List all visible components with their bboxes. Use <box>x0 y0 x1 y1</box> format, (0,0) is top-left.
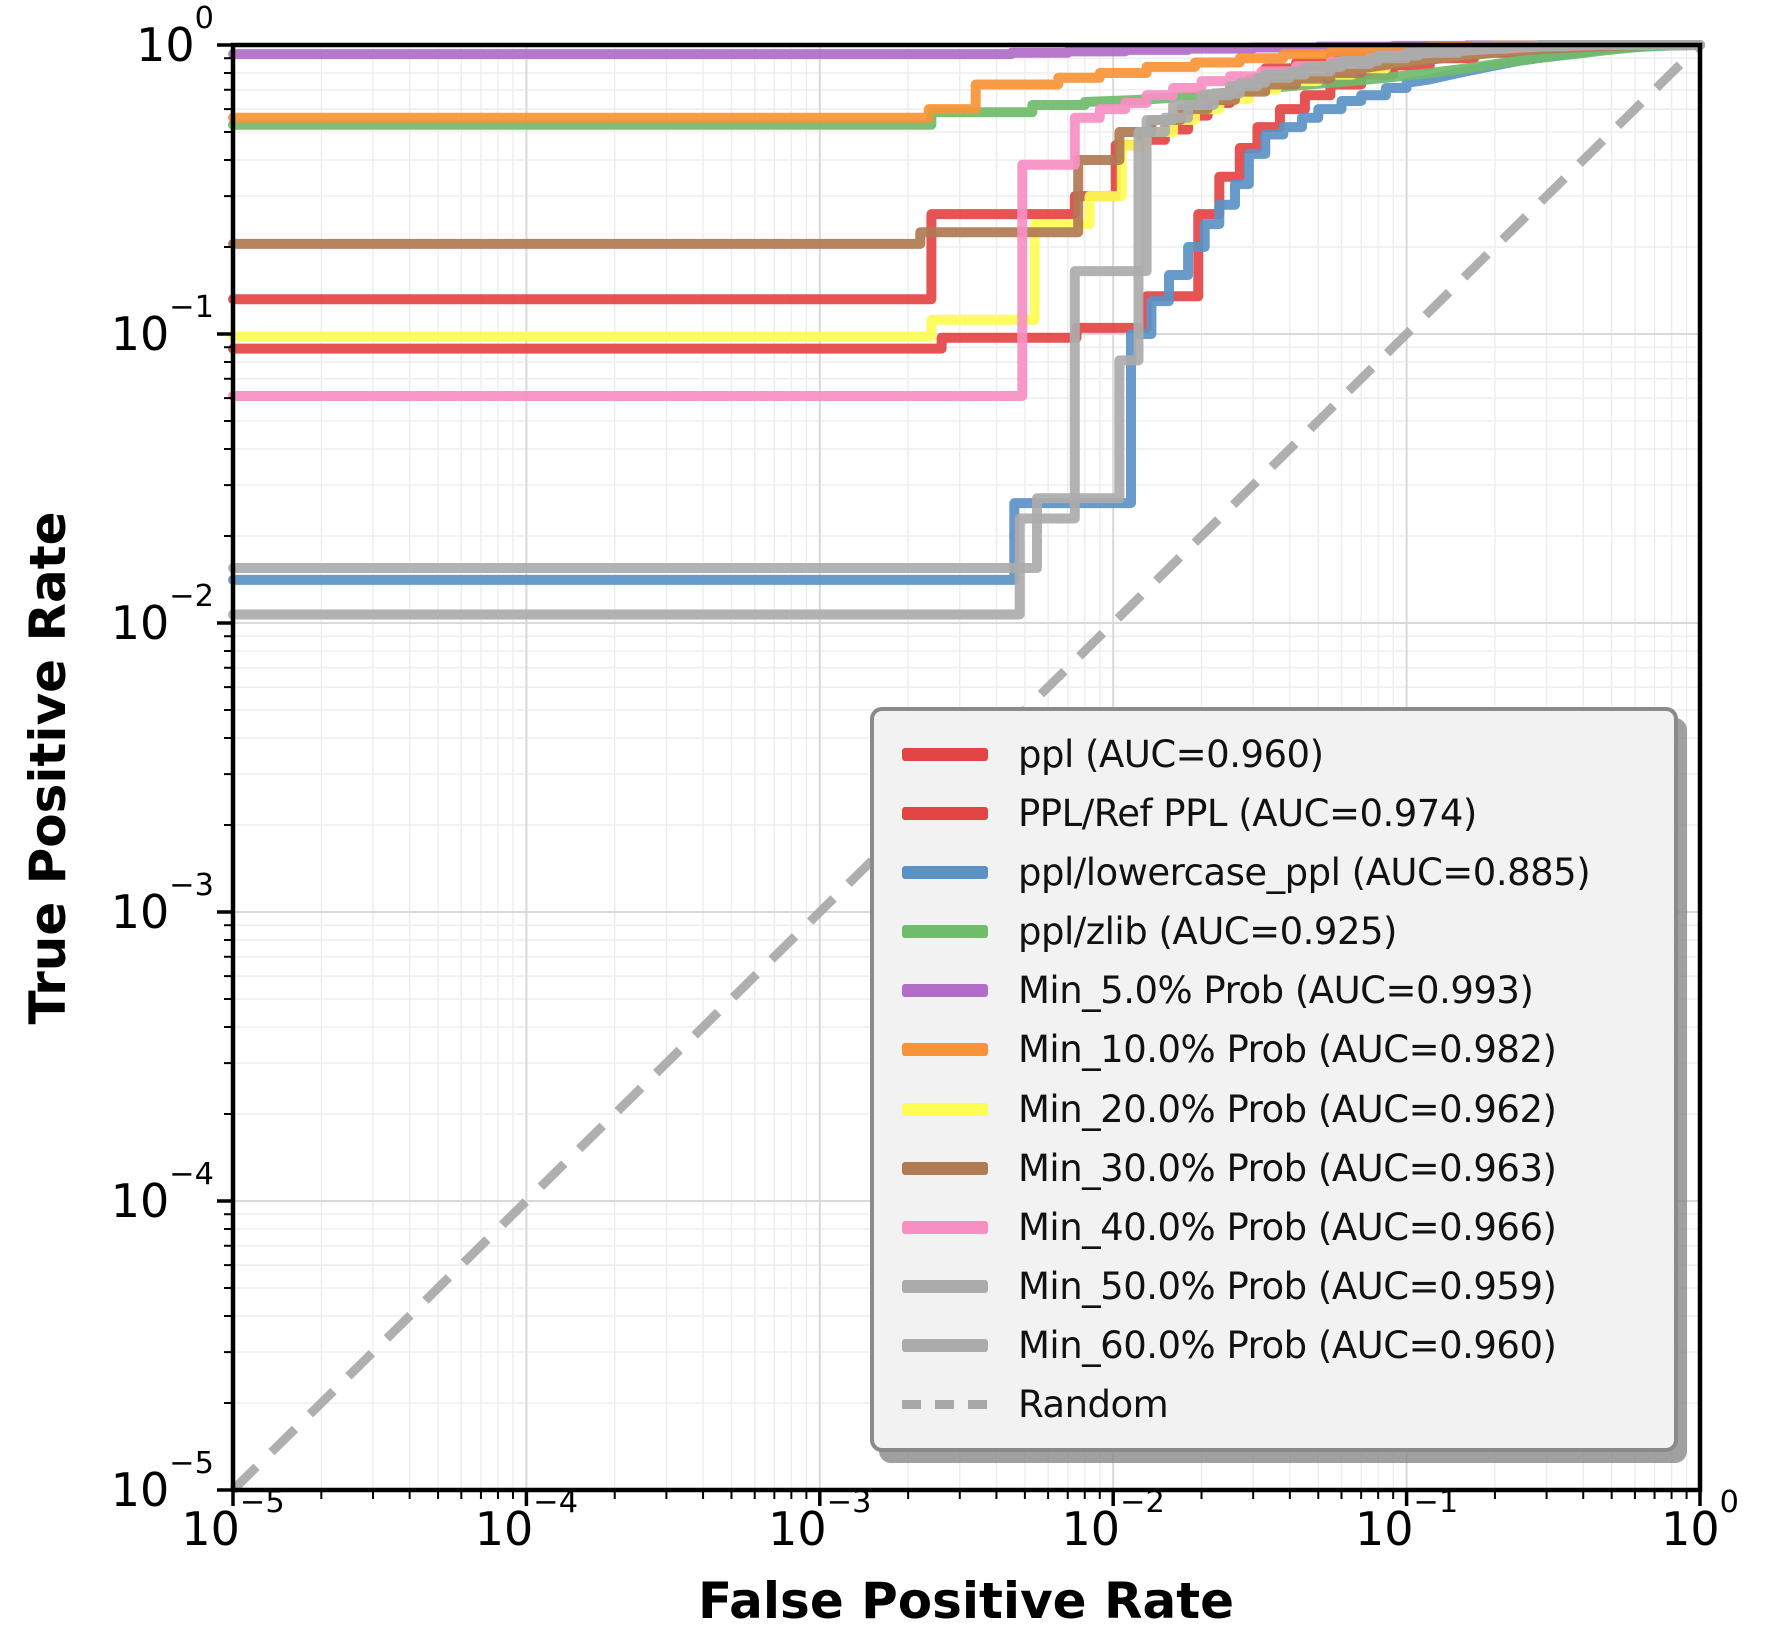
legend-swatch-min-40-0-prob <box>902 1220 988 1234</box>
y-tick-label-1e0: 100 <box>136 0 214 72</box>
x-tick-label-1e-5: 10−5 <box>181 1484 285 1556</box>
legend-label-ppl-zlib: ppl/zlib (AUC=0.925) <box>1018 910 1397 954</box>
legend-row-min-20-0-prob: Min_20.0% Prob (AUC=0.962) <box>902 1088 1664 1131</box>
y-tick-label-1e-3: 10−3 <box>110 867 214 939</box>
legend-row-min-60-0-prob: Min_60.0% Prob (AUC=0.960) <box>902 1324 1664 1367</box>
legend-label-random: Random <box>1018 1382 1169 1426</box>
legend-label-ppl-ref-ppl: PPL/Ref PPL (AUC=0.974) <box>1018 792 1477 836</box>
legend-swatch-min-30-0-prob <box>902 1161 988 1175</box>
legend-row-min-10-0-prob: Min_10.0% Prob (AUC=0.982) <box>902 1028 1664 1071</box>
roc-curve-min-20-0-prob <box>228 40 1705 342</box>
roc-curve-min-30-0-prob <box>228 40 1705 249</box>
legend-label-min-5-0-prob: Min_5.0% Prob (AUC=0.993) <box>1018 969 1534 1013</box>
legend-swatch-min-5-0-prob <box>902 984 988 998</box>
y-tick-label-1e-2: 10−2 <box>110 578 214 650</box>
x-tick-label-1e-4: 10−4 <box>474 1484 579 1556</box>
legend-label-ppl-lowercase-ppl: ppl/lowercase_ppl (AUC=0.885) <box>1018 851 1591 895</box>
legend-swatch-random <box>902 1399 988 1409</box>
y-tick-label-1e-5: 10−5 <box>110 1445 214 1517</box>
legend-swatch-min-20-0-prob <box>902 1102 988 1116</box>
legend-row-min-40-0-prob: Min_40.0% Prob (AUC=0.966) <box>902 1206 1664 1249</box>
plot-spines <box>230 42 1703 1493</box>
legend-swatch-ppl <box>902 748 988 762</box>
x-tick-label-1e-2: 10−2 <box>1061 1484 1165 1556</box>
legend-row-min-30-0-prob: Min_30.0% Prob (AUC=0.963) <box>902 1147 1664 1190</box>
x-tick-label-1e0: 100 <box>1661 1484 1739 1556</box>
y-axis-label: True Positive Rate <box>19 511 77 1025</box>
legend-row-min-50-0-prob: Min_50.0% Prob (AUC=0.959) <box>902 1265 1664 1308</box>
roc-curve-min-60-0-prob <box>228 40 1705 620</box>
legend-swatch-ppl-ref-ppl <box>902 807 988 821</box>
roc-curves <box>228 40 1705 1494</box>
legend-row-ppl: ppl (AUC=0.960) <box>902 733 1664 776</box>
legend-label-min-20-0-prob: Min_20.0% Prob (AUC=0.962) <box>1018 1087 1557 1131</box>
y-tick-label-1e-1: 10−1 <box>110 289 214 361</box>
legend-label-min-50-0-prob: Min_50.0% Prob (AUC=0.959) <box>1018 1264 1557 1308</box>
legend-label-min-60-0-prob: Min_60.0% Prob (AUC=0.960) <box>1018 1323 1557 1367</box>
legend-row-ppl-lowercase-ppl: ppl/lowercase_ppl (AUC=0.885) <box>902 851 1664 894</box>
legend-swatch-ppl-lowercase-ppl <box>902 866 988 880</box>
legend-swatch-min-60-0-prob <box>902 1338 988 1352</box>
x-axis-label: False Positive Rate <box>697 1572 1235 1630</box>
legend-swatch-min-10-0-prob <box>902 1043 988 1057</box>
x-tick-label-1e-1: 10−1 <box>1354 1484 1459 1556</box>
y-tick-label-1e-4: 10−4 <box>110 1156 214 1228</box>
legend-row-min-5-0-prob: Min_5.0% Prob (AUC=0.993) <box>902 969 1664 1012</box>
legend-row-ppl-zlib: ppl/zlib (AUC=0.925) <box>902 910 1664 953</box>
legend-label-min-10-0-prob: Min_10.0% Prob (AUC=0.982) <box>1018 1028 1557 1072</box>
x-tick-label-1e-3: 10−3 <box>768 1484 872 1556</box>
legend-label-min-40-0-prob: Min_40.0% Prob (AUC=0.966) <box>1018 1205 1557 1249</box>
legend-swatch-min-50-0-prob <box>902 1279 988 1293</box>
legend-row-ppl-ref-ppl: PPL/Ref PPL (AUC=0.974) <box>902 792 1664 835</box>
legend-row-random: Random <box>902 1383 1664 1426</box>
legend-swatch-ppl-zlib <box>902 925 988 939</box>
legend-box: ppl (AUC=0.960) PPL/Ref PPL (AUC=0.974) pp… <box>870 707 1678 1452</box>
legend-label-ppl: ppl (AUC=0.960) <box>1018 733 1324 777</box>
roc-curve-min-40-0-prob <box>228 40 1705 401</box>
legend-label-min-30-0-prob: Min_30.0% Prob (AUC=0.963) <box>1018 1146 1557 1190</box>
